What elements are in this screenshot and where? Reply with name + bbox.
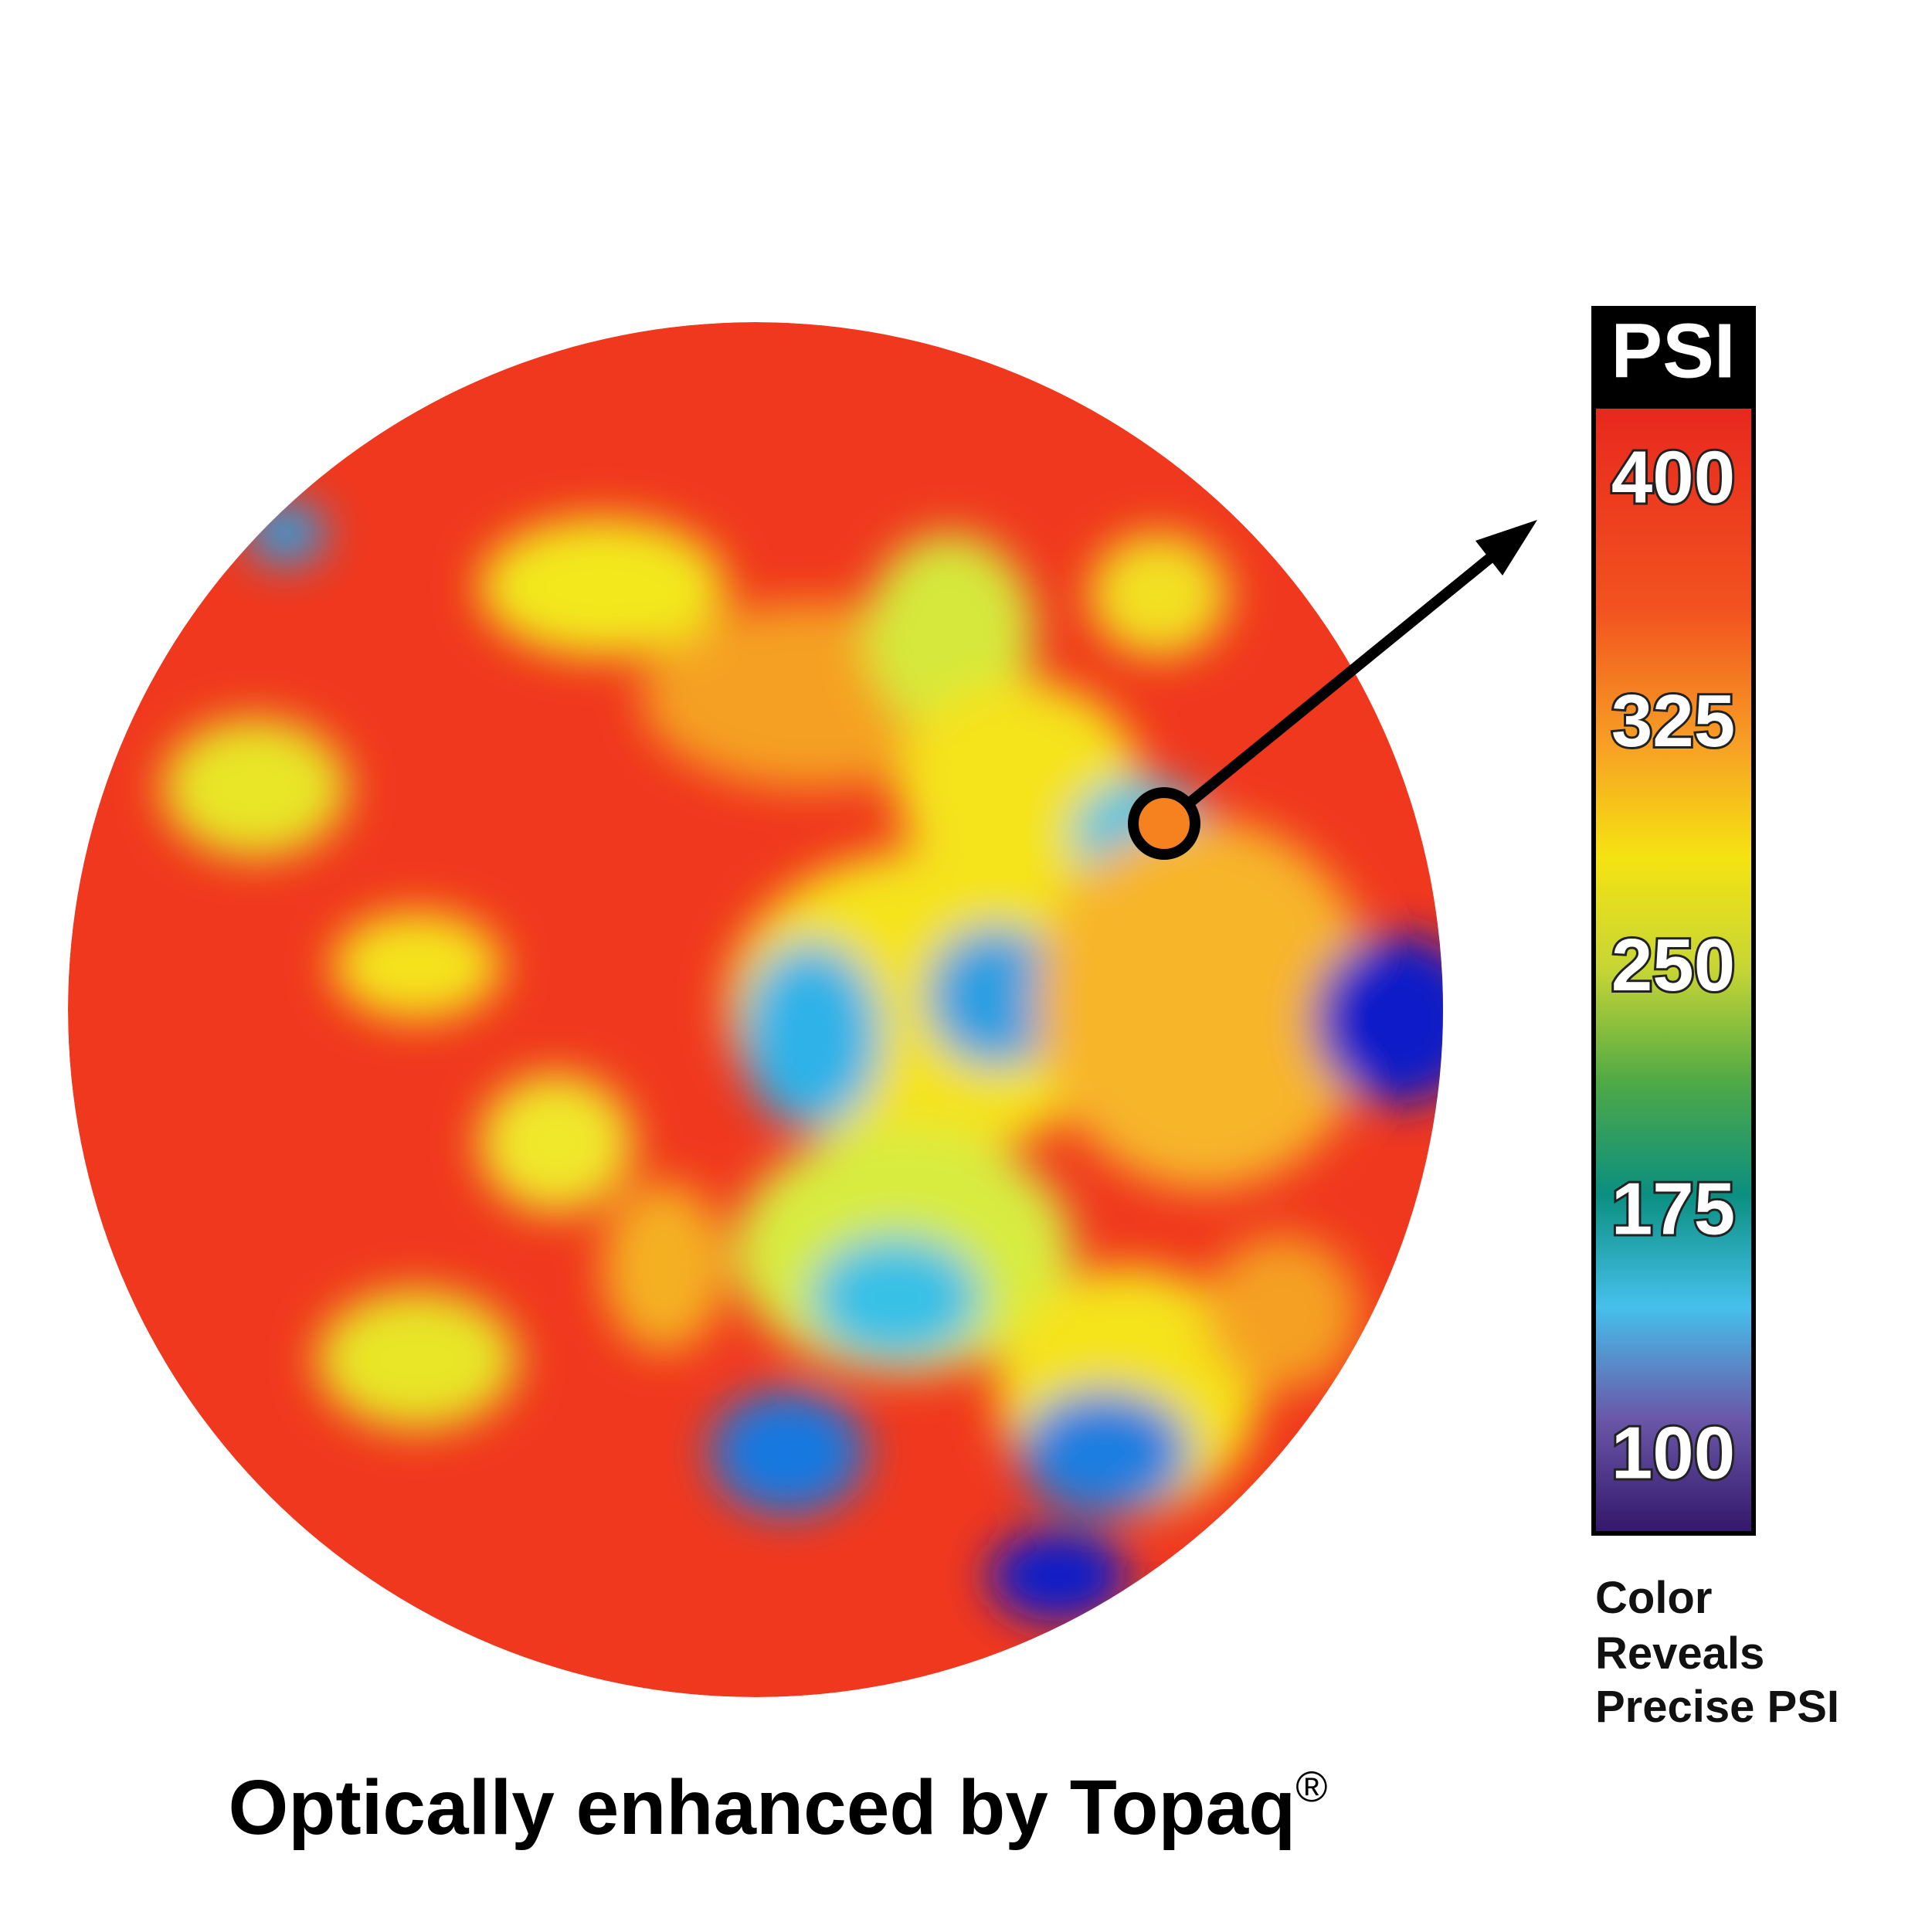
caption-line: Reveals [1595, 1628, 1764, 1679]
caption-line: Color [1595, 1573, 1712, 1623]
scale-tick-label: 175 [1611, 1168, 1735, 1251]
scale-tick-label: 325 [1611, 680, 1735, 762]
footer-mark: ® [1295, 1762, 1327, 1811]
footer-text: Optically enhanced by Topaq [228, 1764, 1295, 1851]
scale-tick-label: 100 [1611, 1411, 1735, 1494]
caption: Color Reveals Precise PSI [1595, 1573, 1839, 1732]
pressure-map [68, 322, 1443, 1697]
scale-title: PSI [1611, 307, 1735, 394]
color-scale: PSI 400 325 250 175 100 [1591, 306, 1756, 1536]
footer: Optically enhanced by Topaq® [228, 1762, 1327, 1851]
pointer [1128, 520, 1537, 860]
scale-tick-label: 400 [1611, 436, 1735, 518]
caption-line: Precise PSI [1595, 1682, 1839, 1732]
scale-tick-label: 250 [1611, 924, 1735, 1007]
